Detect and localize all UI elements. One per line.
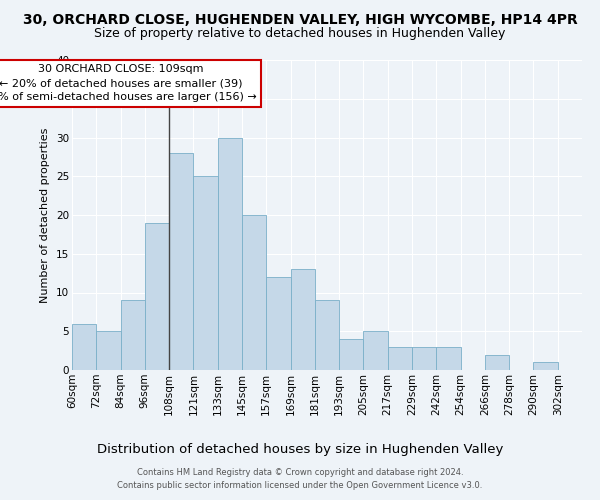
Bar bbox=[436, 347, 461, 370]
Bar bbox=[242, 215, 266, 370]
Bar bbox=[533, 362, 558, 370]
Bar bbox=[121, 300, 145, 370]
Bar bbox=[266, 277, 290, 370]
Bar bbox=[388, 347, 412, 370]
Y-axis label: Number of detached properties: Number of detached properties bbox=[40, 128, 50, 302]
Text: 30 ORCHARD CLOSE: 109sqm
← 20% of detached houses are smaller (39)
80% of semi-d: 30 ORCHARD CLOSE: 109sqm ← 20% of detach… bbox=[0, 64, 257, 102]
Text: Distribution of detached houses by size in Hughenden Valley: Distribution of detached houses by size … bbox=[97, 442, 503, 456]
Bar bbox=[290, 269, 315, 370]
Text: Contains public sector information licensed under the Open Government Licence v3: Contains public sector information licen… bbox=[118, 480, 482, 490]
Bar bbox=[169, 153, 193, 370]
Bar bbox=[412, 347, 436, 370]
Bar bbox=[145, 223, 169, 370]
Text: 30, ORCHARD CLOSE, HUGHENDEN VALLEY, HIGH WYCOMBE, HP14 4PR: 30, ORCHARD CLOSE, HUGHENDEN VALLEY, HIG… bbox=[23, 12, 577, 26]
Text: Contains HM Land Registry data © Crown copyright and database right 2024.: Contains HM Land Registry data © Crown c… bbox=[137, 468, 463, 477]
Bar bbox=[339, 339, 364, 370]
Bar bbox=[96, 331, 121, 370]
Bar bbox=[193, 176, 218, 370]
Bar bbox=[218, 138, 242, 370]
Text: Size of property relative to detached houses in Hughenden Valley: Size of property relative to detached ho… bbox=[94, 28, 506, 40]
Bar bbox=[485, 354, 509, 370]
Bar bbox=[364, 331, 388, 370]
Bar bbox=[72, 324, 96, 370]
Bar bbox=[315, 300, 339, 370]
